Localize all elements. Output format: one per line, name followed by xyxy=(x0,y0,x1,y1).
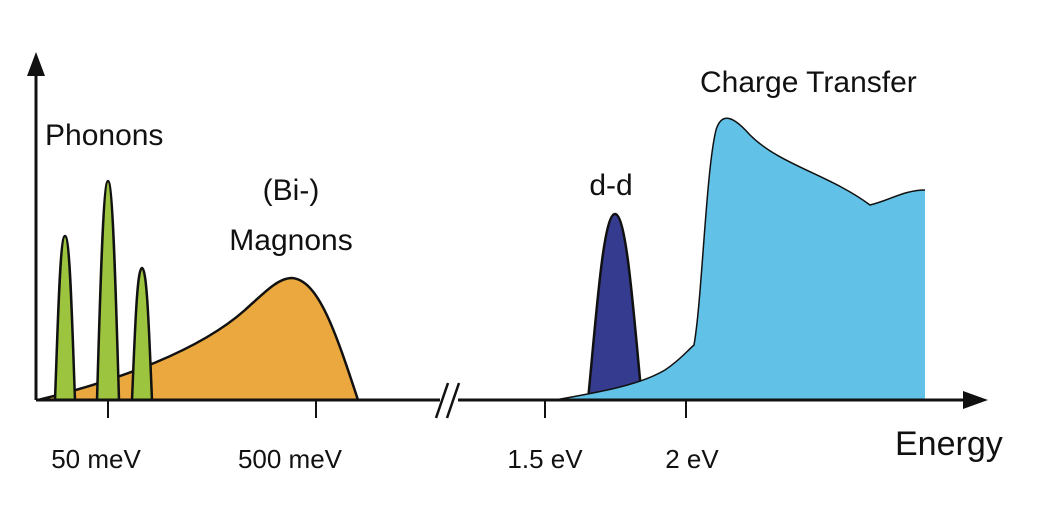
bimagnons-label-line1: (Bi-) xyxy=(263,174,320,207)
phonon-peak-2 xyxy=(95,179,121,402)
tick-label: 1.5 eV xyxy=(507,444,583,474)
dd-label: d-d xyxy=(589,169,632,202)
bimagnons-label-line2: Magnons xyxy=(229,224,352,257)
axis-break-icon xyxy=(434,382,461,419)
x-axis-title: Energy xyxy=(895,425,1003,463)
charge-transfer-band xyxy=(555,118,925,401)
phonons-label: Phonons xyxy=(45,119,163,152)
phonon-peak-1 xyxy=(53,234,77,402)
dd-peak xyxy=(586,212,644,402)
magnon-band xyxy=(37,276,360,402)
charge-transfer-label: Charge Transfer xyxy=(700,66,917,99)
tick-label: 50 meV xyxy=(51,444,141,474)
phonon-peak-3 xyxy=(130,266,154,402)
x-axis-arrow-icon xyxy=(963,391,988,409)
y-axis-arrow-icon xyxy=(27,52,45,76)
tick-label: 500 meV xyxy=(238,444,343,474)
tick-label: 2 eV xyxy=(665,444,719,474)
charge-transfer-outline xyxy=(554,117,926,401)
